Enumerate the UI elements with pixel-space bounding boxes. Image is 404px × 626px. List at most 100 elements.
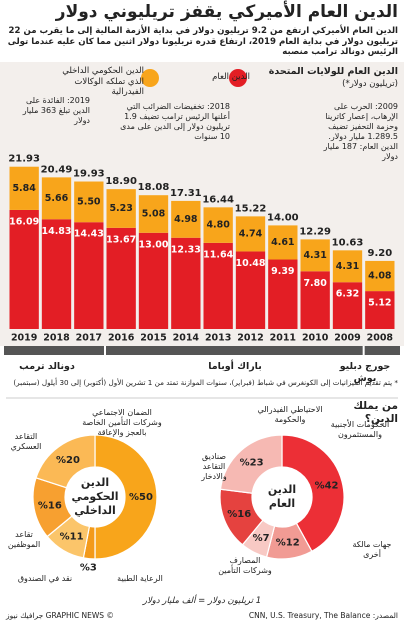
bar-segment (300, 271, 330, 329)
president-strip (4, 346, 400, 355)
x-tick-label: 2011 (270, 333, 296, 344)
legend-swatch (141, 69, 159, 87)
legend-label: الدين الحكومي الداخلي الذي تملكه الوكالا… (62, 66, 144, 98)
bar-segment (365, 260, 395, 292)
bar-segment (138, 232, 169, 329)
bar-segment (106, 189, 136, 228)
president-name: جورج دبليو بوش (339, 361, 391, 384)
segment-label: بالعجز والإعاقة (97, 428, 147, 437)
total-label: 18.08 (138, 182, 170, 193)
value-label: 5.66 (45, 193, 69, 204)
annotation: 2009: الحرب على الإرهاب، إعصار كاترينا و… (323, 102, 398, 161)
x-tick-label: 2013 (205, 333, 231, 344)
percent-label: %7 (253, 533, 270, 544)
segment-label: التقاعد (202, 462, 226, 471)
total-label: 15.22 (235, 203, 267, 214)
value-label: 4.61 (271, 237, 294, 248)
segment-label: تقاعد (15, 530, 33, 539)
bar-segment (41, 177, 72, 220)
value-label: 13.00 (138, 239, 168, 250)
annotation: 2018: تخفيضات الضرائب التي أعلنها الرئيس… (120, 102, 230, 141)
segment-label: وشركات التأمين (218, 566, 272, 575)
percent-label: %3 (80, 563, 97, 574)
donut-segment (94, 434, 158, 560)
ownership-title: من يملك الدين؟ (353, 400, 398, 426)
x-tick-label: 2012 (237, 333, 263, 344)
x-tick-label: 2010 (302, 333, 329, 344)
bar-segment (41, 219, 72, 329)
percent-label: %16 (38, 501, 62, 512)
x-tick-label: 2009 (334, 333, 360, 344)
center-label: الدين (80, 476, 110, 489)
x-tick-label: 2008 (367, 333, 394, 344)
bar-segment (9, 209, 39, 329)
bar-segment (235, 251, 266, 329)
bar-segment (268, 225, 298, 260)
segment-label: أخرى (363, 550, 381, 559)
donut-segment (35, 434, 96, 489)
total-label: 14.00 (267, 212, 299, 223)
total-label: 12.29 (299, 226, 331, 237)
value-label: 5.08 (142, 209, 166, 220)
segment-label: الموظفين (7, 540, 41, 549)
segment-label: والحكومة (274, 415, 306, 424)
x-tick-label: 2019 (11, 333, 37, 344)
chart-unit: (تريليون دولار*) (342, 79, 398, 89)
segment-label: المصارف (229, 556, 261, 565)
bar-segment (74, 181, 104, 223)
bar-segment (365, 291, 395, 329)
bar-segment (332, 250, 363, 283)
segment-label: والمستثمرون (338, 430, 382, 439)
total-label: 16.44 (202, 194, 234, 205)
unit-note: 1 تريليون دولار = ألف مليار دولار (142, 596, 262, 606)
center-label: الداخلي (74, 504, 116, 517)
segment-label: الضمان الاجتماعي (92, 408, 152, 417)
x-tick-label: 2018 (43, 333, 70, 344)
value-label: 4.74 (239, 228, 263, 239)
footnote: * يتم تقديم الميزانيات إلى الكونغرس في ش… (13, 378, 398, 387)
total-label: 20.49 (41, 164, 73, 175)
percent-label: %20 (56, 455, 80, 466)
center-label: الحكومي (71, 490, 119, 503)
source: المصدر: CNN, U.S. Treasury, The Balance (248, 611, 398, 620)
value-label: 4.31 (303, 250, 326, 261)
value-label: 5.50 (77, 196, 101, 207)
segment-label: وشركات التأمين الخاصة (82, 418, 162, 427)
president-name: دونالد ترمب (19, 361, 75, 372)
value-label: 12.33 (171, 244, 201, 255)
annotation: 2019: الفائدة على الدين تبلغ 363 مليار د… (22, 96, 90, 125)
title: الدين العام الأميركي يقفز تريليوني دولار (55, 2, 398, 22)
percent-label: %42 (315, 481, 339, 492)
total-label: 9.20 (367, 248, 392, 259)
total-label: 10.63 (332, 237, 364, 248)
value-label: 4.08 (368, 271, 392, 282)
donut-segment (281, 434, 345, 553)
percent-label: %11 (60, 532, 84, 543)
bar-segment (138, 195, 169, 233)
bar-segment (332, 282, 363, 329)
bar-segment (268, 259, 298, 329)
total-label: 19.93 (73, 169, 105, 180)
percent-label: %23 (240, 457, 264, 468)
value-label: 16.09 (9, 216, 39, 227)
percent-label: %12 (276, 538, 300, 549)
value-label: 7.80 (303, 278, 327, 289)
bar-segment (74, 222, 104, 329)
value-label: 10.48 (235, 258, 265, 269)
value-label: 4.80 (206, 220, 230, 231)
value-label: 5.12 (368, 298, 391, 309)
legend-swatch (229, 69, 247, 87)
bar-segment (300, 239, 330, 272)
total-label: 17.31 (170, 188, 202, 199)
x-tick-label: 2015 (140, 333, 166, 344)
segment-label: الرعاية الطبية (117, 574, 163, 583)
segment-label: جهات مالكة (352, 540, 392, 549)
segment-label: التقاعد (14, 432, 38, 441)
center-label: العام (268, 497, 296, 510)
value-label: 5.84 (12, 183, 36, 194)
segment-label: الحكومات الأجنبية (330, 420, 390, 429)
bar-segment (9, 166, 39, 210)
x-tick-label: 2014 (173, 333, 200, 344)
